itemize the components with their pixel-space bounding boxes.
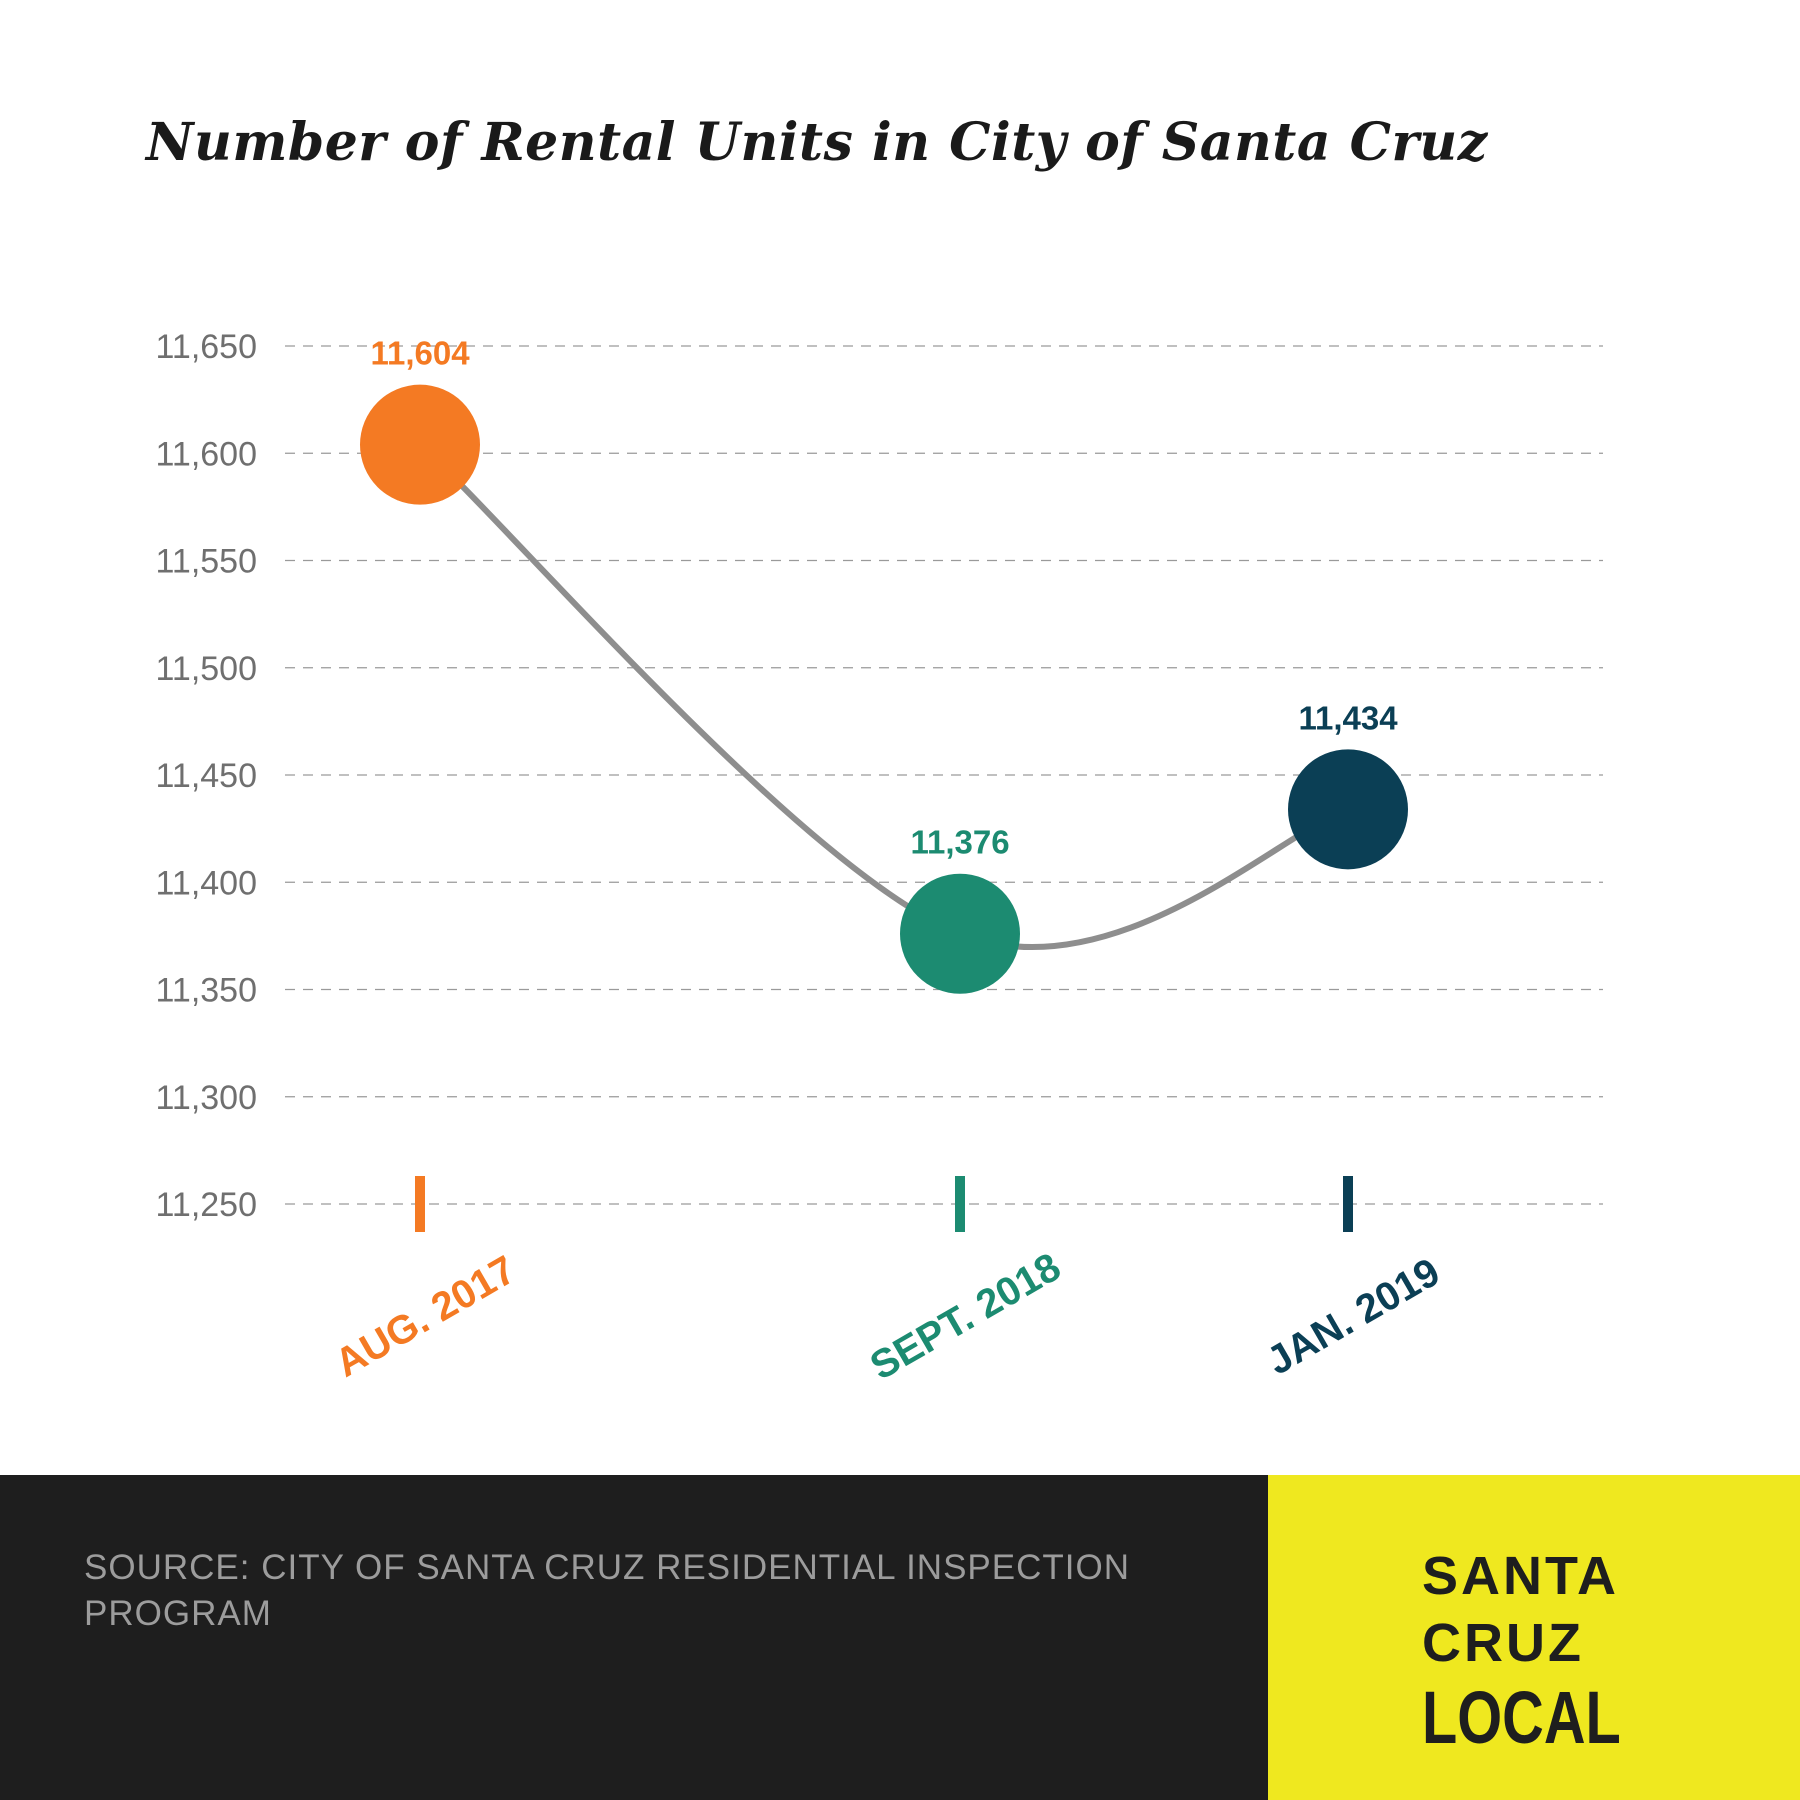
y-tick-label: 11,450 bbox=[156, 757, 257, 795]
y-tick-label: 11,550 bbox=[156, 543, 257, 581]
footer-bar: SOURCE: CITY OF SANTA CRUZ RESIDENTIAL I… bbox=[0, 1475, 1268, 1800]
x-axis-tick-labels: AUG. 2017 SEPT. 2018 JAN. 2019 bbox=[328, 1245, 1447, 1389]
data-point bbox=[900, 873, 1020, 994]
x-tick-mark bbox=[415, 1176, 425, 1232]
logo-line-cruz: CRUZ bbox=[1422, 1613, 1584, 1673]
santa-cruz-local-logo: SANTA CRUZ LOCAL bbox=[1268, 1475, 1800, 1800]
data-label: 11,376 bbox=[910, 824, 1009, 861]
logo-line-santa: SANTA bbox=[1422, 1546, 1619, 1606]
series-line-path bbox=[417, 441, 1351, 950]
series-line bbox=[417, 441, 1351, 950]
x-tick-label: JAN. 2019 bbox=[1260, 1250, 1448, 1384]
y-tick-label: 11,500 bbox=[156, 650, 257, 688]
y-tick-label: 11,600 bbox=[156, 435, 257, 473]
y-tick-label: 11,400 bbox=[156, 864, 257, 902]
y-tick-label: 11,300 bbox=[156, 1079, 257, 1117]
y-tick-label: 11,350 bbox=[156, 972, 257, 1010]
logo-line-local: LOCAL bbox=[1422, 1676, 1621, 1759]
source-note: SOURCE: CITY OF SANTA CRUZ RESIDENTIAL I… bbox=[84, 1548, 1130, 1633]
y-axis-tick-labels: 11,650 11,600 11,550 11,500 11,450 11,400 11,3… bbox=[156, 328, 257, 1224]
data-label: 11,604 bbox=[370, 335, 470, 372]
y-tick-label: 11,250 bbox=[156, 1186, 257, 1224]
y-tick-label: 11,650 bbox=[156, 328, 257, 366]
data-labels: 11,604 11,376 11,434 bbox=[370, 335, 1398, 861]
x-tick-label: SEPT. 2018 bbox=[863, 1245, 1068, 1389]
data-point bbox=[360, 384, 480, 505]
data-points bbox=[360, 384, 1408, 994]
data-label: 11,434 bbox=[1298, 699, 1398, 736]
chart-title: Number of Rental Units in City of Santa … bbox=[146, 112, 1488, 173]
grid-lines bbox=[285, 345, 1603, 1205]
x-axis-tick-marks bbox=[415, 1176, 1353, 1232]
line-chart: 11,650 11,600 11,550 11,500 11,450 11,400 11,3… bbox=[156, 328, 1603, 1389]
x-tick-mark bbox=[1343, 1176, 1353, 1232]
data-point bbox=[1288, 749, 1408, 870]
x-tick-label: AUG. 2017 bbox=[328, 1248, 523, 1386]
x-tick-mark bbox=[955, 1176, 965, 1232]
